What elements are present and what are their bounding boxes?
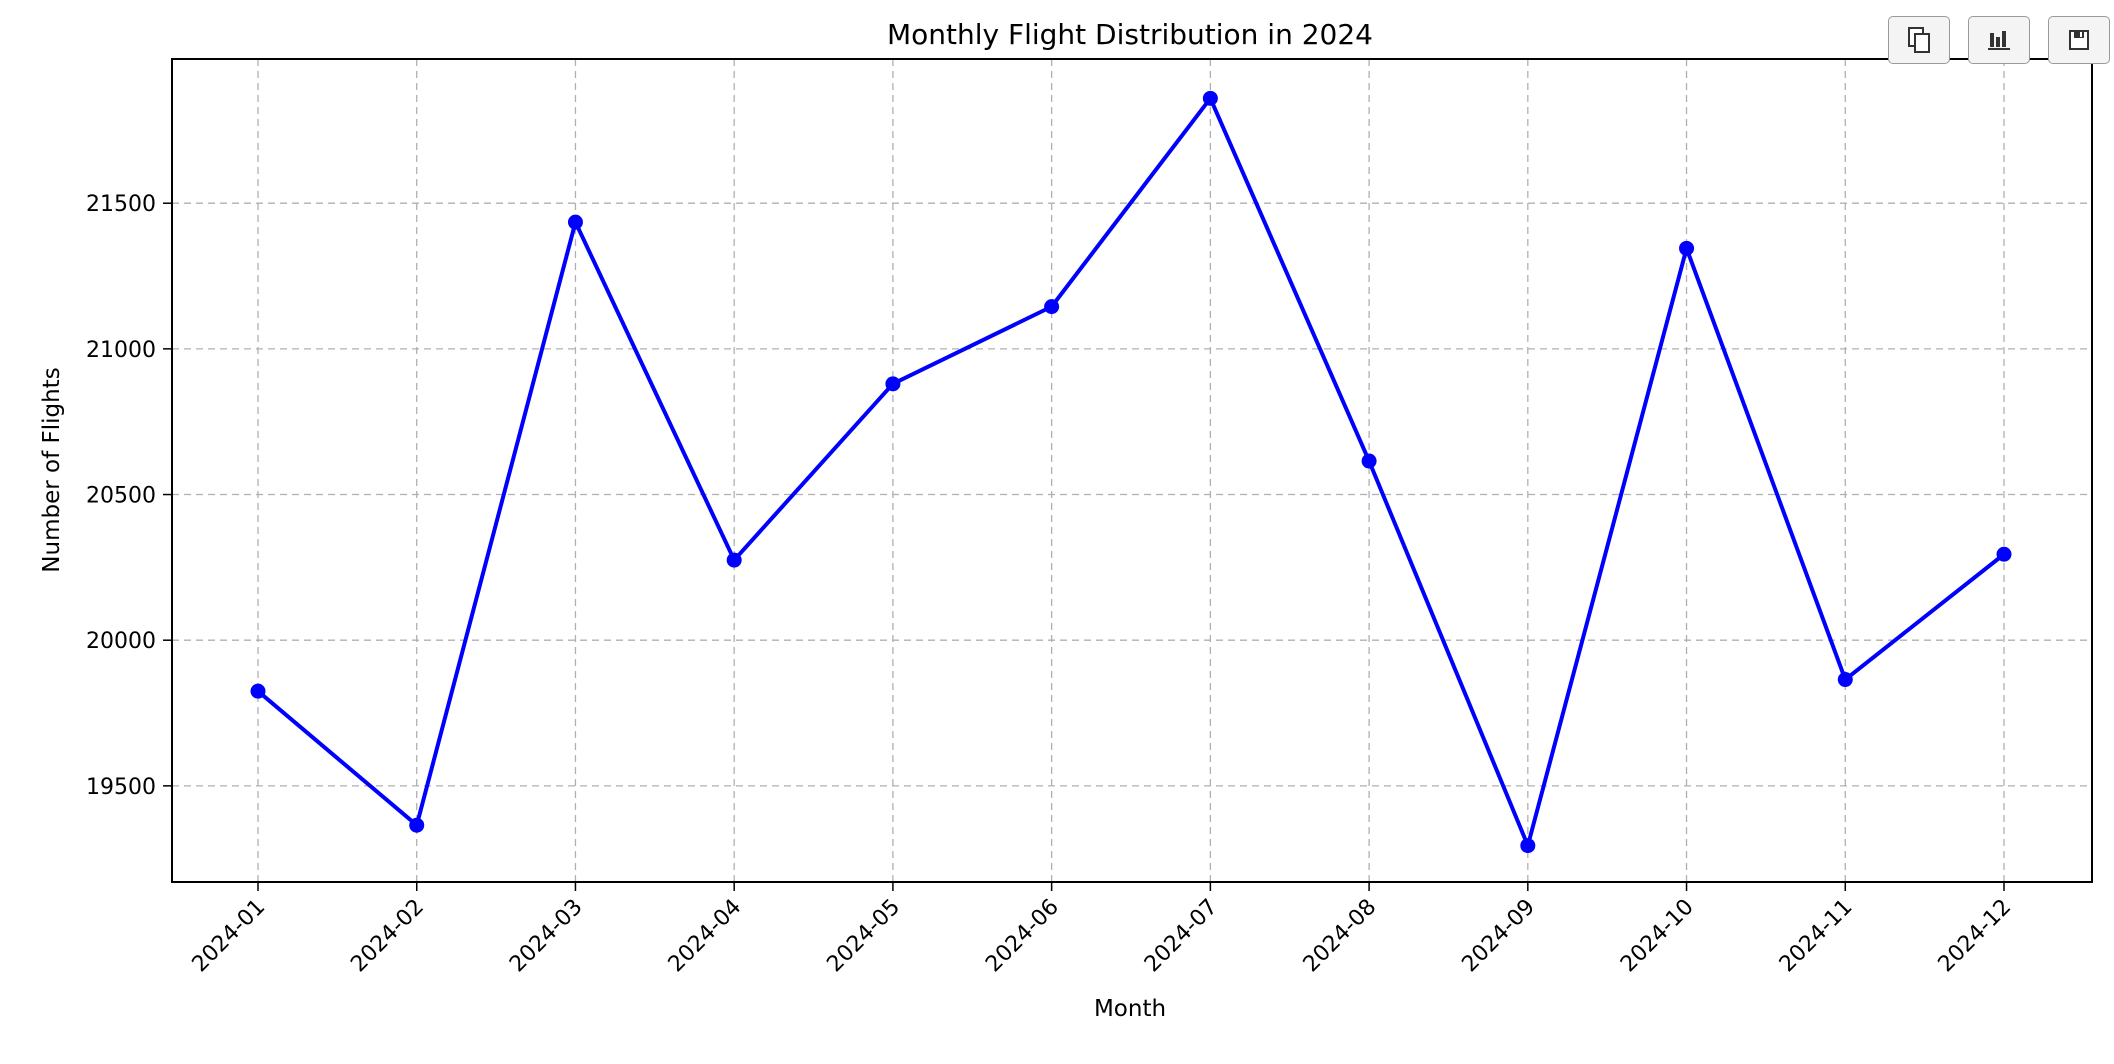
x-tick-label: 2024-03	[505, 895, 588, 978]
series-line	[250, 90, 2012, 854]
save-button[interactable]	[2048, 16, 2110, 64]
bar-chart-icon	[1988, 31, 2010, 50]
x-tick-label: 2024-02	[346, 895, 429, 978]
grid-lines	[172, 59, 2092, 882]
data-point	[1996, 546, 2012, 562]
plot-frame	[171, 58, 2093, 883]
x-tick-label: 2024-06	[981, 895, 1064, 978]
y-tick-label: 21500	[86, 192, 156, 217]
y-tick-label: 19500	[86, 775, 156, 800]
y-tick-label: 21000	[86, 338, 156, 363]
copy-button[interactable]	[1888, 16, 1950, 64]
y-tick-label: 20000	[86, 629, 156, 654]
data-point	[726, 552, 742, 568]
data-point	[1361, 453, 1377, 469]
copy-icon	[1908, 27, 1930, 53]
x-tick-label: 2024-07	[1140, 895, 1223, 978]
x-tick-label: 2024-10	[1616, 895, 1699, 978]
data-point	[1520, 838, 1536, 854]
y-axis-label: Number of Flights	[39, 367, 65, 572]
x-tick-label: 2024-08	[1299, 895, 1382, 978]
series-line-path	[256, 96, 2006, 848]
data-point	[567, 214, 583, 230]
x-tick-label: 2024-05	[822, 895, 905, 978]
chart-button[interactable]	[1968, 16, 2030, 64]
data-point	[1044, 299, 1060, 315]
data-point	[1679, 240, 1695, 256]
save-icon	[2069, 30, 2089, 50]
data-point	[1837, 672, 1853, 688]
data-point	[885, 376, 901, 392]
data-point	[409, 817, 425, 833]
x-tick-label: 2024-11	[1775, 895, 1858, 978]
chart-toolbar	[0, 16, 2114, 68]
x-tick-label: 2024-04	[664, 895, 747, 978]
data-point	[250, 683, 266, 699]
chart-title: Monthly Flight Distribution in 2024	[887, 18, 1373, 51]
x-tick-label: 2024-12	[1934, 895, 2017, 978]
y-tick-label: 20500	[86, 484, 156, 509]
x-tick-label: 2024-01	[188, 895, 271, 978]
x-tick-label: 2024-09	[1457, 895, 1540, 978]
data-point	[1202, 90, 1218, 106]
x-axis-label: Month	[1094, 996, 1166, 1022]
